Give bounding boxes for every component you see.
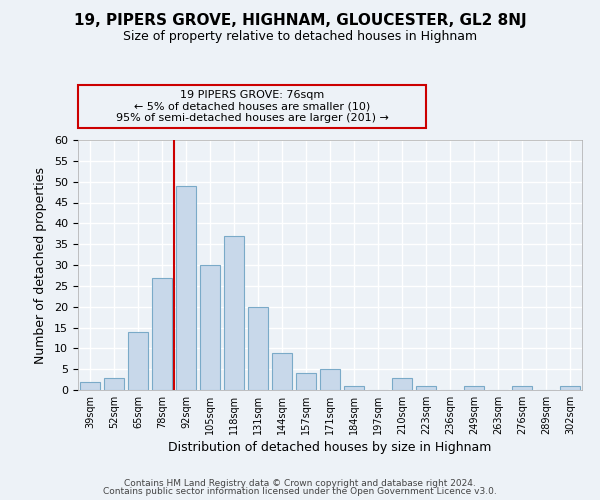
Text: Size of property relative to detached houses in Highnam: Size of property relative to detached ho…: [123, 30, 477, 43]
Bar: [392, 378, 412, 390]
Bar: [152, 278, 172, 390]
Bar: [296, 374, 316, 390]
Bar: [416, 386, 436, 390]
Bar: [320, 369, 340, 390]
Bar: [248, 306, 268, 390]
Bar: [104, 378, 124, 390]
Text: Contains HM Land Registry data © Crown copyright and database right 2024.: Contains HM Land Registry data © Crown c…: [124, 478, 476, 488]
Bar: [200, 265, 220, 390]
Bar: [224, 236, 244, 390]
X-axis label: Distribution of detached houses by size in Highnam: Distribution of detached houses by size …: [169, 441, 491, 454]
Text: Contains public sector information licensed under the Open Government Licence v3: Contains public sector information licen…: [103, 487, 497, 496]
Bar: [128, 332, 148, 390]
Bar: [176, 186, 196, 390]
Bar: [272, 352, 292, 390]
Bar: [464, 386, 484, 390]
Bar: [512, 386, 532, 390]
Text: 19 PIPERS GROVE: 76sqm
← 5% of detached houses are smaller (10)
95% of semi-deta: 19 PIPERS GROVE: 76sqm ← 5% of detached …: [116, 90, 388, 123]
Text: 19, PIPERS GROVE, HIGHNAM, GLOUCESTER, GL2 8NJ: 19, PIPERS GROVE, HIGHNAM, GLOUCESTER, G…: [74, 12, 526, 28]
Bar: [344, 386, 364, 390]
Y-axis label: Number of detached properties: Number of detached properties: [34, 166, 47, 364]
Bar: [560, 386, 580, 390]
Bar: [80, 382, 100, 390]
